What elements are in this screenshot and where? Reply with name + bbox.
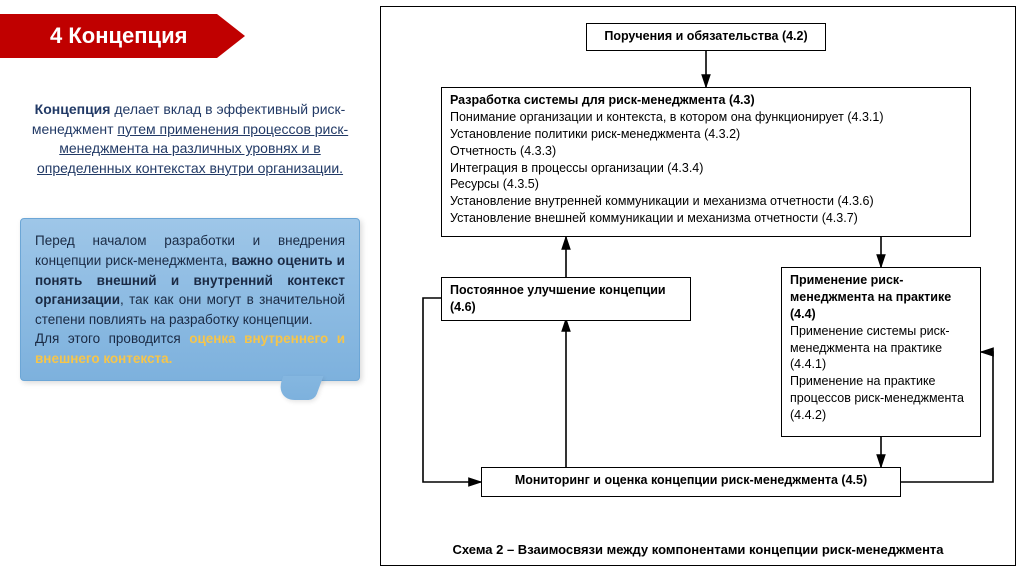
node-item: Применение системы риск-менеджмента на п… <box>790 323 972 374</box>
node-item: Установление политики риск-менеджмента (… <box>450 126 962 143</box>
callout-tail-icon <box>275 376 324 400</box>
left-column: Концепция делает вклад в эффективный рис… <box>20 100 360 381</box>
node-item: Отчетность (4.3.3) <box>450 143 962 160</box>
page-title: 4 Концепция <box>0 14 217 58</box>
node-title: Мониторинг и оценка концепции риск-менед… <box>490 472 892 489</box>
node-item: Применение на практике процессов риск-ме… <box>790 373 972 424</box>
node-n5: Мониторинг и оценка концепции риск-менед… <box>481 467 901 497</box>
node-item: Установление внешней коммуникации и меха… <box>450 210 962 227</box>
node-title: Разработка системы для риск-менеджмента … <box>450 92 962 109</box>
node-n4: Применение риск-менеджмента на практике … <box>781 267 981 437</box>
node-title: Постоянное улучшение концепции (4.6) <box>450 282 682 316</box>
node-n1: Поручения и обязательства (4.2) <box>586 23 826 51</box>
title-arrow-icon <box>217 14 245 58</box>
node-n2: Разработка системы для риск-менеджмента … <box>441 87 971 237</box>
node-n3: Постоянное улучшение концепции (4.6) <box>441 277 691 321</box>
context-callout: Перед началом разработки и внедрения кон… <box>20 218 360 381</box>
node-item: Установление внутренней коммуникации и м… <box>450 193 962 210</box>
arrow <box>423 298 481 482</box>
title-banner: 4 Концепция <box>0 14 245 58</box>
node-item: Интеграция в процессы организации (4.3.4… <box>450 160 962 177</box>
intro-lead: Концепция <box>35 101 111 117</box>
diagram-caption: Схема 2 – Взаимосвязи между компонентами… <box>381 542 1015 557</box>
node-title: Применение риск-менеджмента на практике … <box>790 272 972 323</box>
flowchart: Поручения и обязательства (4.2) Разработк… <box>381 7 1015 565</box>
node-title: Поручения и обязательства (4.2) <box>595 28 817 45</box>
diagram-frame: Поручения и обязательства (4.2) Разработк… <box>380 6 1016 566</box>
intro-paragraph: Концепция делает вклад в эффективный рис… <box>20 100 360 178</box>
node-item: Понимание организации и контекста, в кот… <box>450 109 962 126</box>
callout-t4: Для этого проводится <box>35 331 189 346</box>
node-item: Ресурсы (4.3.5) <box>450 176 962 193</box>
node-items: Применение системы риск-менеджмента на п… <box>790 323 972 424</box>
node-items: Понимание организации и контекста, в кот… <box>450 109 962 227</box>
